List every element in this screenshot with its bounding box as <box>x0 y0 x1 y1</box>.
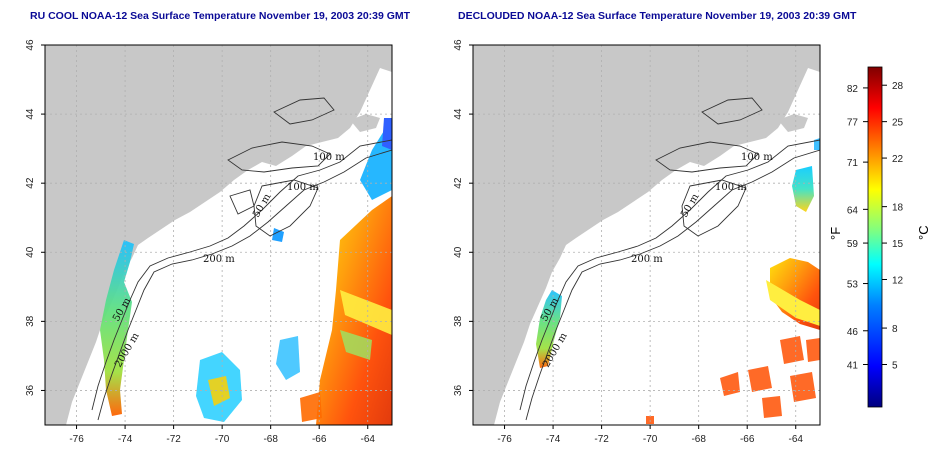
y-tick-label: 38 <box>25 315 36 327</box>
contour-label: 200 m <box>631 254 663 265</box>
left-map-frame <box>44 44 393 426</box>
x-tick-label: -64 <box>789 434 804 445</box>
colorbar-label-f: 71 <box>847 158 859 169</box>
colorbar-label-c: 12 <box>892 276 904 287</box>
colorbar-label-f: 77 <box>847 118 859 129</box>
bathymetry-contours <box>519 97 820 421</box>
x-tick-label: -76 <box>69 434 84 445</box>
left-map-panel: 100 m 100 m 50 m 200 m 50 m 2000 m -76 -7… <box>25 39 393 445</box>
contour-label: 100 m <box>741 152 773 163</box>
contour-label: 100 m <box>313 152 345 163</box>
colorbar-label-f: 53 <box>847 280 859 291</box>
colorbar-label-f: 64 <box>847 205 859 216</box>
x-tick-label: -64 <box>361 434 376 445</box>
x-tick-label: -68 <box>691 434 706 445</box>
y-tick-label: 36 <box>25 384 36 396</box>
sst-shelf-water <box>536 290 562 368</box>
bathymetry-contours <box>91 97 392 421</box>
colorbar-label-f: 46 <box>847 327 859 338</box>
colorbar-label-c: 15 <box>892 239 904 250</box>
y-tick-label: 46 <box>25 39 36 51</box>
y-tick-label: 42 <box>453 177 464 189</box>
x-tick-label: -66 <box>740 434 755 445</box>
y-tick-label: 40 <box>453 246 464 258</box>
y-tick-label: 38 <box>453 315 464 327</box>
right-panel-title: DECLOUDED NOAA-12 Sea Surface Temperatur… <box>458 10 857 22</box>
y-tick-label: 42 <box>25 177 36 189</box>
colorbar-label-f: 41 <box>847 361 859 372</box>
x-tick-label: -76 <box>497 434 512 445</box>
x-tick-label: -66 <box>312 434 327 445</box>
colorbar-label-c: 18 <box>892 203 904 214</box>
colorbar-label-c: 25 <box>892 118 904 129</box>
sst-scattered-pixels <box>646 336 820 424</box>
land-mass <box>45 45 392 425</box>
x-tick-label: -74 <box>118 434 133 445</box>
y-tick-label: 46 <box>453 39 464 51</box>
colorbar-label-c: 28 <box>892 81 904 92</box>
contour-label: 100 m <box>287 182 319 193</box>
temperature-colorbar: 28 82 25 77 22 71 18 64 15 59 12 53 8 46 5 41 °F °C <box>828 66 931 408</box>
x-tick-label: -68 <box>263 434 278 445</box>
y-tick-label: 40 <box>25 246 36 258</box>
x-tick-label: -72 <box>166 434 181 445</box>
x-tick-label: -72 <box>594 434 609 445</box>
x-tick-label: -70 <box>215 434 230 445</box>
colorbar-gradient <box>867 66 883 408</box>
y-tick-label: 36 <box>453 384 464 396</box>
y-tick-label: 44 <box>25 108 36 120</box>
colorbar-label-c: 22 <box>892 154 904 165</box>
y-tick-label: 44 <box>453 108 464 120</box>
celsius-unit-label: °C <box>916 225 931 240</box>
x-tick-label: -70 <box>643 434 658 445</box>
contour-label: 200 m <box>203 254 235 265</box>
x-tick-label: -74 <box>546 434 561 445</box>
colorbar-label-c: 8 <box>892 324 898 335</box>
sst-shelf-water <box>100 240 134 416</box>
fahrenheit-unit-label: °F <box>828 227 843 240</box>
colorbar-label-c: 5 <box>892 361 898 372</box>
left-panel-title: RU COOL NOAA-12 Sea Surface Temperature … <box>30 10 411 22</box>
land-mass <box>473 45 820 425</box>
right-map-frame <box>472 44 821 426</box>
right-map-panel: 100 m 100 m 50 m 200 m 50 m 2000 m -76 -7… <box>453 39 821 445</box>
colorbar-label-f: 59 <box>847 239 859 250</box>
colorbar-label-f: 82 <box>847 84 859 95</box>
contour-label: 100 m <box>715 182 747 193</box>
